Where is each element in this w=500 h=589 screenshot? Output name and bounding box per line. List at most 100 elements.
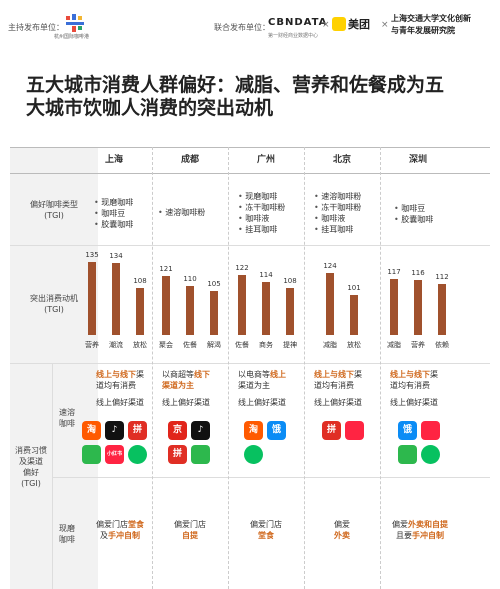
motive-bar (438, 284, 446, 335)
red-app-icon (345, 421, 364, 440)
city-comparison-table: 上海 成都 广州 北京 深圳 偏好咖啡类型 (TGI) 突出消费动机 (TGI)… (10, 147, 490, 589)
fresh-beijing: 偏爱 外卖 (334, 520, 350, 540)
fresh-chengdu: 偏爱门店 自提 (174, 520, 206, 540)
motive-bar (414, 280, 422, 335)
title-line-1: 五大城市消费人群偏好：减脂、营养和佐餐成为五 (26, 74, 445, 96)
hangzhou-coffee-logo (66, 14, 84, 32)
motive-bar-label: 商务 (259, 341, 273, 349)
motive-bar-value: 112 (435, 273, 449, 282)
motive-bar-value: 117 (387, 268, 401, 277)
sjtu-line-2: 与青年发展研究院 (391, 26, 455, 35)
motive-bar-value: 116 (411, 269, 425, 278)
instant-guangzhou: 以电商等线上 渠道为主 线上偏好渠道 (238, 370, 286, 407)
column-separator (228, 147, 229, 589)
header-rule (10, 173, 490, 174)
sjtu-institute-logo: 上海交通大学文化创新 与青年发展研究院 (391, 13, 497, 37)
motive-bar-value: 121 (159, 264, 173, 273)
motive-bar-value: 108 (133, 277, 147, 286)
motive-bar (186, 286, 194, 335)
fresh-shanghai: 偏爱门店堂食 及手冲自制 (96, 520, 144, 540)
row-rule (52, 477, 490, 478)
jd-icon: 京 (168, 421, 187, 440)
motive-bar-label: 减脂 (387, 341, 401, 349)
motive-bar (350, 295, 358, 335)
column-separator (304, 147, 305, 589)
motive-bar (326, 272, 334, 335)
motive-bar-label: 聚会 (159, 341, 173, 349)
motive-bar-value: 122 (235, 263, 249, 272)
motive-bar-label: 放松 (133, 341, 147, 349)
motive-bar (390, 279, 398, 335)
motive-bar (238, 274, 246, 335)
pinduoduo-icon: 拼 (322, 421, 341, 440)
motive-bar-value: 105 (207, 280, 221, 289)
motive-bar-label: 营养 (411, 341, 425, 349)
column-separator (380, 147, 381, 589)
instant-shenzhen: 线上与线下渠 道均有消费 线上偏好渠道 (390, 370, 438, 407)
page-title: 五大城市消费人群偏好：减脂、营养和佐餐成为五 大城市饮咖人消费的突出动机 (26, 74, 486, 120)
types-guangzhou: 现磨咖啡冻干咖啡粉咖啡液挂耳咖啡 (238, 191, 304, 235)
motive-bar-value: 124 (323, 261, 337, 270)
title-line-2: 大城市饮咖人消费的突出动机 (26, 97, 274, 119)
hangzhou-coffee-logo-text: 杭州国际咖啡港 (54, 34, 90, 40)
motive-bar-value: 101 (347, 284, 361, 293)
types-chengdu: 速溶咖啡粉 (158, 207, 228, 218)
host-label: 主持发布单位： (8, 23, 64, 32)
motive-bar-value: 135 (85, 250, 99, 259)
sjtu-line-1: 上海交通大学文化创新 (391, 14, 471, 23)
mini-program-icon (244, 445, 263, 464)
motive-bar (262, 282, 270, 335)
eleme-icon: 饿 (398, 421, 417, 440)
city-header-shanghai: 上海 (104, 155, 123, 165)
motive-bar (162, 275, 170, 335)
row-rule (10, 363, 490, 364)
row-label-fresh: 现磨 咖啡 (59, 524, 75, 544)
times-separator: × (322, 20, 330, 30)
mini-program-icon (128, 445, 147, 464)
times-separator: × (381, 20, 389, 30)
motive-bar (88, 261, 96, 335)
mini-program-icon (421, 445, 440, 464)
sub-row-separator (52, 363, 53, 589)
green-app-icon (191, 445, 210, 464)
motive-bar-label: 佐餐 (183, 341, 197, 349)
row-label-instant: 速溶 咖啡 (59, 408, 75, 428)
meituan-text: 美团 (348, 18, 370, 31)
meituan-logo: 美团 (332, 16, 378, 32)
cbndata-logo: CBNDATA (268, 17, 328, 28)
pinduoduo-icon: 拼 (128, 421, 147, 440)
instant-beijing: 线上与线下渠 道均有消费 线上偏好渠道 (314, 370, 362, 407)
red-app-icon (421, 421, 440, 440)
copublisher-label: 联合发布单位： (214, 23, 270, 32)
instant-chengdu: 以商超等线下 渠道为主 线上偏好渠道 (162, 370, 210, 407)
types-beijing: 速溶咖啡粉冻干咖啡粉咖啡液挂耳咖啡 (314, 191, 380, 235)
douyin-icon: ♪ (105, 421, 124, 440)
table-top-rule (10, 147, 490, 148)
motive-bar-value: 110 (183, 275, 197, 284)
motive-bar-label: 潮流 (109, 341, 123, 349)
instant-shanghai: 线上与线下渠 道均有消费 线上偏好渠道 (96, 370, 144, 407)
motive-bar-label: 放松 (347, 341, 361, 349)
city-header-guangzhou: 广州 (256, 155, 275, 165)
city-header-shenzhen: 深圳 (408, 155, 427, 165)
motive-bar (112, 262, 120, 335)
row-label-coffee-type: 偏好咖啡类型 (TGI) (30, 200, 78, 220)
motive-bar (286, 288, 294, 335)
motive-bar-value: 134 (109, 251, 123, 260)
meituan-icon (332, 17, 346, 31)
motive-bar-label: 佐餐 (235, 341, 249, 349)
eleme-icon: 饿 (267, 421, 286, 440)
types-shanghai: 现磨咖啡咖啡豆胶囊咖啡 (94, 197, 152, 230)
types-shenzhen: 咖啡豆胶囊咖啡 (394, 203, 454, 225)
douyin-icon: ♪ (191, 421, 210, 440)
motive-bar-label: 依赖 (435, 341, 449, 349)
motive-bar-label: 提神 (283, 341, 297, 349)
pinduoduo-icon: 拼 (168, 445, 187, 464)
taobao-icon: 淘 (244, 421, 263, 440)
page-header: 主持发布单位： 杭州国际咖啡港 联合发布单位： CBNDATA 第一财经商业数据… (0, 0, 500, 44)
row-rule (10, 245, 490, 246)
cbndata-subtitle: 第一财经商业数据中心 (268, 33, 319, 39)
green-app-icon (398, 445, 417, 464)
motive-bar-value: 108 (283, 277, 297, 286)
fresh-shenzhen: 偏爱外卖和自提 且要手冲自制 (392, 520, 448, 540)
